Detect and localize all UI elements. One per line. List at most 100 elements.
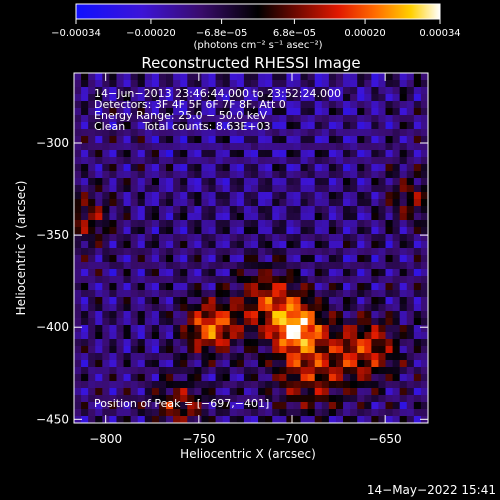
- heatmap-cell: [201, 395, 209, 403]
- heatmap-cell: [236, 80, 245, 88]
- heatmap-cell: [201, 276, 209, 284]
- heatmap-cell: [357, 388, 365, 396]
- heatmap-cell: [74, 80, 82, 88]
- heatmap-cell: [328, 262, 337, 270]
- heatmap-cell: [364, 332, 372, 340]
- heatmap-cell: [378, 185, 386, 193]
- heatmap-cell: [123, 129, 132, 137]
- heatmap-cell: [81, 150, 89, 158]
- heatmap-cell: [328, 402, 337, 410]
- heatmap-cell: [399, 297, 408, 305]
- heatmap-cell: [201, 360, 209, 368]
- heatmap-cell: [392, 339, 401, 347]
- x-tick-label: −650: [369, 432, 402, 446]
- heatmap-cell: [272, 262, 280, 270]
- heatmap-cell: [314, 248, 323, 256]
- heatmap-cell: [286, 367, 294, 375]
- heatmap-cell: [130, 101, 139, 109]
- heatmap-cell: [293, 150, 301, 158]
- heatmap-cell: [314, 374, 323, 382]
- heatmap-cell: [343, 339, 351, 347]
- heatmap-cell: [137, 325, 146, 333]
- heatmap-cell: [95, 297, 103, 305]
- heatmap-cell: [321, 178, 330, 186]
- heatmap-cell: [272, 409, 280, 417]
- heatmap-cell: [350, 185, 358, 193]
- heatmap-cell: [300, 367, 309, 375]
- heatmap-cell: [116, 304, 124, 312]
- heatmap-cell: [215, 353, 224, 361]
- heatmap-cell: [208, 199, 216, 207]
- heatmap-cell: [215, 388, 224, 396]
- heatmap-cell: [343, 164, 351, 172]
- heatmap-cell: [137, 332, 146, 340]
- heatmap-cell: [222, 402, 231, 410]
- heatmap-cell: [251, 150, 259, 158]
- heatmap-cell: [343, 150, 351, 158]
- heatmap-cell: [102, 213, 110, 221]
- heatmap-cell: [187, 157, 195, 165]
- heatmap-cell: [364, 171, 372, 179]
- heatmap-cell: [385, 269, 393, 277]
- heatmap-cell: [187, 388, 195, 396]
- heatmap-cell: [243, 311, 252, 319]
- heatmap-cell: [251, 192, 259, 200]
- heatmap-cell: [229, 220, 238, 228]
- heatmap-cell: [307, 136, 316, 144]
- heatmap-cell: [201, 234, 209, 242]
- heatmap-cell: [385, 157, 393, 165]
- heatmap-cell: [194, 150, 202, 158]
- heatmap-cell: [300, 255, 309, 263]
- heatmap-cell: [102, 325, 110, 333]
- heatmap-cell: [194, 339, 202, 347]
- heatmap-cell: [81, 122, 89, 130]
- heatmap-cell: [286, 395, 294, 403]
- heatmap-cell: [95, 360, 103, 368]
- heatmap-cell: [335, 409, 344, 417]
- heatmap-cell: [406, 178, 415, 186]
- heatmap-cell: [194, 381, 202, 389]
- heatmap-cell: [229, 234, 238, 242]
- heatmap-cell: [335, 73, 344, 81]
- heatmap-cell: [258, 409, 266, 417]
- heatmap-cell: [420, 276, 428, 284]
- heatmap-cell: [74, 241, 82, 249]
- heatmap-cell: [328, 171, 337, 179]
- heatmap-cell: [385, 325, 393, 333]
- heatmap-cell: [236, 87, 245, 95]
- heatmap-cell: [243, 192, 252, 200]
- heatmap-cell: [328, 192, 337, 200]
- heatmap-cell: [137, 108, 146, 116]
- heatmap-cell: [392, 297, 401, 305]
- heatmap-cell: [350, 283, 358, 291]
- heatmap-cell: [413, 136, 422, 144]
- heatmap-cell: [215, 234, 224, 242]
- heatmap-cell: [109, 94, 117, 102]
- heatmap-cell: [420, 80, 428, 88]
- heatmap-cell: [420, 164, 428, 172]
- heatmap-cell: [378, 374, 386, 382]
- heatmap-cell: [158, 213, 167, 221]
- heatmap-cell: [180, 346, 188, 354]
- heatmap-cell: [137, 269, 146, 277]
- heatmap-cell: [95, 409, 103, 417]
- heatmap-cell: [109, 367, 117, 375]
- heatmap-cell: [194, 87, 202, 95]
- heatmap-cell: [371, 108, 379, 116]
- heatmap-cell: [123, 108, 132, 116]
- heatmap-cell: [307, 339, 316, 347]
- heatmap-cell: [300, 136, 309, 144]
- heatmap-cell: [88, 206, 96, 214]
- heatmap-cell: [81, 339, 89, 347]
- heatmap-cell: [293, 80, 301, 88]
- heatmap-cell: [343, 360, 351, 368]
- heatmap-cell: [102, 101, 110, 109]
- heatmap-cell: [208, 304, 216, 312]
- heatmap-cell: [293, 192, 301, 200]
- heatmap-cell: [272, 304, 280, 312]
- heatmap-cell: [364, 157, 372, 165]
- heatmap-cell: [399, 206, 408, 214]
- heatmap-cell: [102, 332, 110, 340]
- heatmap-cell: [236, 234, 245, 242]
